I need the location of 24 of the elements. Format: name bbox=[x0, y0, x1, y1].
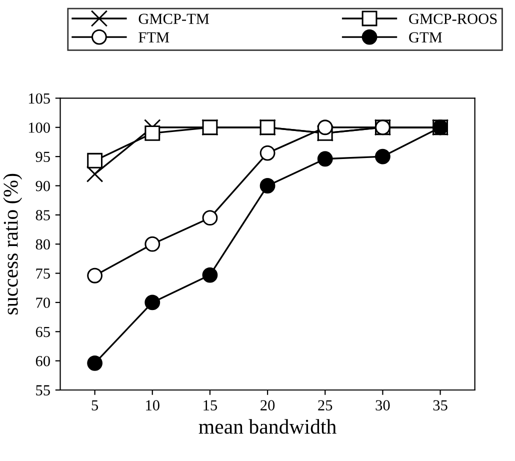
y-tick-label: 90 bbox=[36, 180, 50, 192]
x-tick-label: 25 bbox=[318, 400, 332, 410]
y-axis-title: success ratio (%) bbox=[3, 174, 22, 314]
legend-label: FTM bbox=[138, 32, 170, 42]
x-axis-title: mean bandwidth bbox=[198, 419, 336, 434]
y-tick-label: 65 bbox=[36, 326, 50, 338]
x-tick-label: 35 bbox=[433, 400, 448, 410]
y-tick-label: 105 bbox=[28, 93, 50, 104]
legend-label: GMCP-ROOS bbox=[409, 14, 497, 24]
legend-label: GMCP-TM bbox=[138, 14, 210, 24]
y-tick-label: 55 bbox=[36, 385, 50, 396]
y-tick-label: 85 bbox=[36, 210, 50, 220]
y-tick-label: 100 bbox=[28, 122, 50, 133]
x-tick-label: 10 bbox=[146, 400, 160, 410]
x-tick-label: 30 bbox=[376, 400, 390, 410]
x-tick-label: 5 bbox=[92, 400, 98, 410]
y-tick-label: 75 bbox=[36, 268, 50, 279]
y-tick-label: 70 bbox=[36, 298, 50, 308]
x-tick-label: 20 bbox=[260, 400, 275, 410]
y-tick-label: 80 bbox=[36, 239, 50, 250]
y-tick-label: 95 bbox=[36, 152, 50, 162]
x-tick-label: 15 bbox=[204, 400, 218, 410]
legend-label: GTM bbox=[409, 32, 442, 43]
y-tick-label: 60 bbox=[36, 356, 50, 366]
